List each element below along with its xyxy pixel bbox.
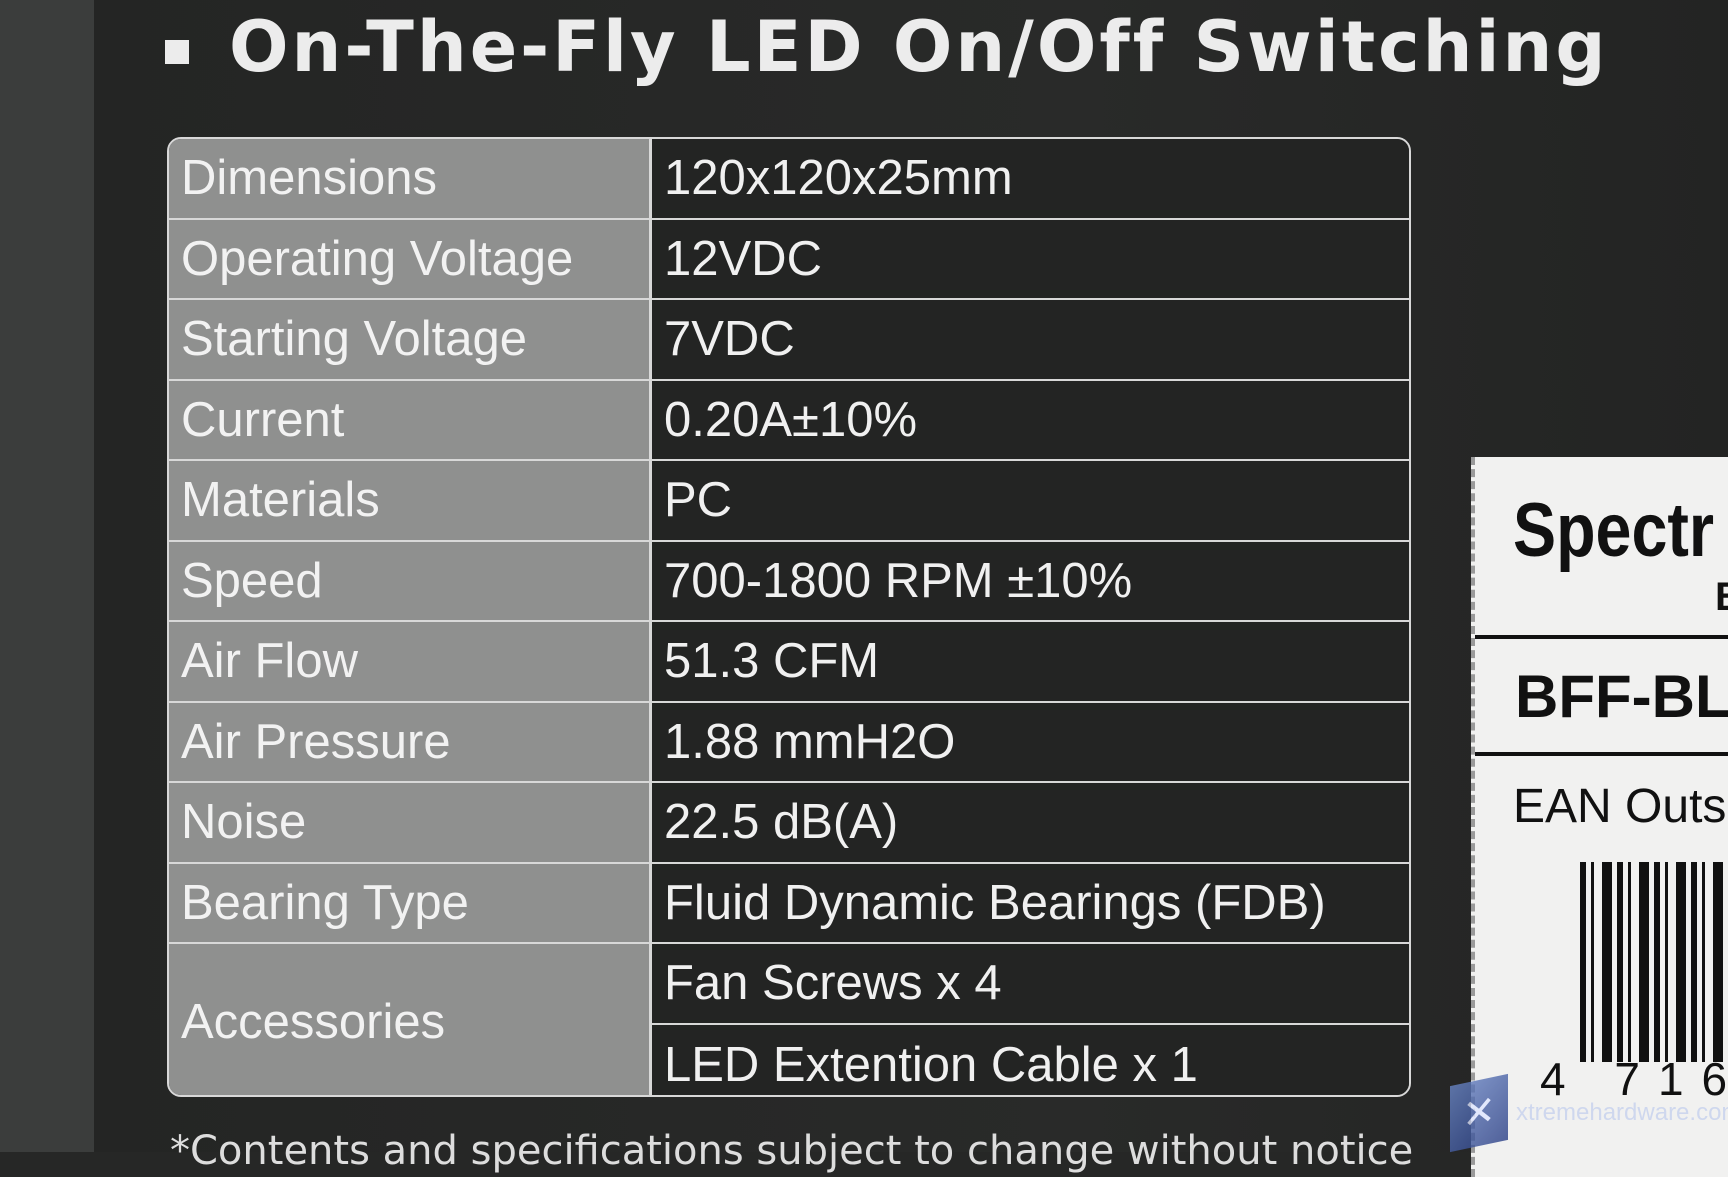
- sticker-subtitle: B: [1715, 575, 1728, 620]
- watermark-text: xtremehardware.com: [1516, 1099, 1728, 1126]
- spec-value: 1.88 mmH2O: [652, 702, 1409, 783]
- sticker-product-name: Spectr: [1513, 488, 1715, 573]
- spec-label: Air Pressure: [169, 702, 652, 783]
- barcode-digits: 4 7167: [1540, 1053, 1728, 1105]
- spec-value: 120x120x25mm: [652, 139, 1409, 220]
- sticker-ean-label: EAN Outsi: [1513, 780, 1728, 833]
- sticker-model: BFF-BL: [1515, 663, 1728, 730]
- spec-label: Bearing Type: [169, 863, 652, 944]
- spec-label: Operating Voltage: [169, 219, 652, 300]
- barcode: [1580, 862, 1728, 1062]
- spec-label: Speed: [169, 541, 652, 622]
- spec-table: Dimensions 120x120x25mm Operating Voltage…: [167, 137, 1411, 1097]
- accessories-label: Accessories: [169, 944, 652, 1095]
- spec-label: Dimensions: [169, 139, 652, 220]
- product-sticker: Spectr B BFF-BL EAN Outsi 4 7167: [1471, 457, 1728, 1177]
- accessory-item: Fan Screws x 4: [652, 944, 1409, 1025]
- spec-label: Air Flow: [169, 622, 652, 703]
- spec-value: 7VDC: [652, 300, 1409, 381]
- box-edge: [0, 0, 94, 1152]
- spec-label: Noise: [169, 783, 652, 864]
- spec-value: 700-1800 RPM ±10%: [652, 541, 1409, 622]
- spec-label: Current: [169, 380, 652, 461]
- spec-value: 51.3 CFM: [652, 622, 1409, 703]
- spec-value: 12VDC: [652, 219, 1409, 300]
- spec-label: Materials: [169, 461, 652, 542]
- spec-value: 22.5 dB(A): [652, 783, 1409, 864]
- footnote: *Contents and specifications subject to …: [170, 1128, 1414, 1174]
- bullet-icon: [165, 39, 189, 64]
- feature-heading: On-The-Fly LED On/Off Switching: [165, 2, 1608, 92]
- accessory-item: LED Extention Cable x 1: [652, 1024, 1409, 1095]
- divider: [1475, 752, 1728, 756]
- feature-heading-text: On-The-Fly LED On/Off Switching: [229, 6, 1609, 88]
- spec-value: 0.20A±10%: [652, 380, 1409, 461]
- spec-label: Starting Voltage: [169, 300, 652, 381]
- divider: [1475, 635, 1728, 639]
- watermark-x-icon: ✕: [1450, 1073, 1508, 1153]
- spec-value: Fluid Dynamic Bearings (FDB): [652, 863, 1409, 944]
- spec-value: PC: [652, 461, 1409, 542]
- watermark: ✕ xtremehardware.com: [1450, 1073, 1728, 1153]
